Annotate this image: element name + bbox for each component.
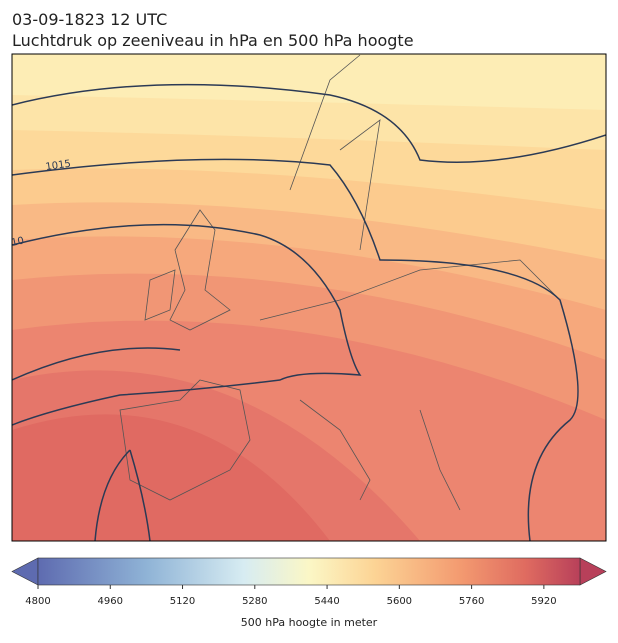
- contour-label: 1015: [45, 159, 72, 173]
- tick-label: 4960: [98, 596, 123, 607]
- title: 03-09-1823 12 UTC: [12, 10, 167, 29]
- map: 1015 10: [10, 54, 606, 541]
- tick-label: 5920: [531, 596, 556, 607]
- tick-label: 5600: [387, 596, 412, 607]
- tick-label: 5120: [170, 596, 195, 607]
- colorbar: [11, 557, 607, 586]
- colorbar-ticks: 4800 4960 5120 5280 5440 5600 5760 5920: [25, 585, 557, 607]
- colorbar-label: 500 hPa hoogte in meter: [241, 616, 378, 629]
- subtitle: Luchtdruk op zeeniveau in hPa en 500 hPa…: [12, 31, 414, 50]
- tick-label: 5280: [242, 596, 267, 607]
- tick-label: 5440: [314, 596, 339, 607]
- tick-label: 4800: [25, 596, 50, 607]
- contour-label: 10: [10, 236, 25, 249]
- map-frame: [11, 53, 607, 542]
- tick-label: 5760: [459, 596, 484, 607]
